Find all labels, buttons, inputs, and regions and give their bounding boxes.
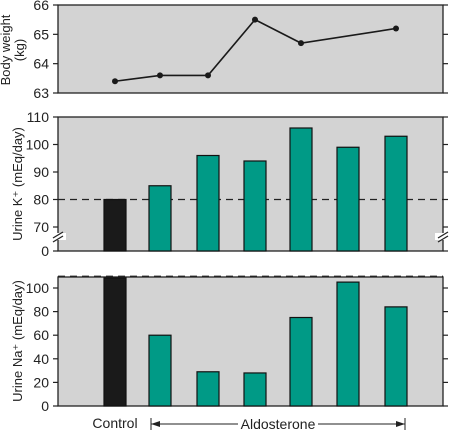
k-tick-label-5: 110	[27, 109, 50, 125]
sodium-ylabel: Urine Na⁺ (mEq/day)	[10, 280, 25, 402]
weight-ylabel: Body weight	[0, 14, 13, 85]
n-tick-label-0: 0	[41, 398, 49, 414]
n-bar-0	[103, 277, 127, 407]
x-axis-labels: Control Aldosterone	[92, 414, 406, 432]
k-axis-break-gap-right	[435, 233, 449, 240]
potassium-ylabel: Urine K⁺ (mEq/day)	[10, 127, 25, 241]
weight-panel: 63 64 65 66 Body weight (kg)	[0, 0, 448, 101]
k-axis-break-gap-left	[50, 233, 66, 240]
weight-point-3	[252, 16, 258, 23]
weight-point-2	[205, 72, 211, 79]
weight-panel-background	[57, 4, 444, 94]
weight-tick-label-2: 65	[33, 26, 49, 42]
n-tick-label-4: 80	[33, 304, 49, 320]
k-axis-break-mark-right-2	[437, 235, 449, 243]
weight-ylabel-unit: (kg)	[12, 39, 27, 61]
weight-point-4	[298, 40, 304, 47]
aldosterone-label-backdrop	[238, 414, 318, 432]
k-axis-break-mark-left-1	[52, 231, 64, 239]
weight-tick-label-3: 66	[33, 0, 49, 13]
weight-point-0	[112, 78, 118, 85]
k-bar-0	[103, 198, 127, 252]
weight-series-line	[114, 18, 397, 83]
aldosterone-label: Aldosterone	[241, 416, 316, 432]
n-bar-3	[243, 372, 267, 407]
n-bar-5	[336, 281, 360, 407]
n-tick-label-1: 20	[33, 374, 49, 390]
weight-tick-label-0: 63	[33, 85, 49, 101]
control-label: Control	[92, 415, 137, 431]
k-bar-1	[148, 185, 172, 252]
n-tick-label-3: 60	[33, 327, 49, 343]
k-bar-4	[289, 127, 313, 252]
n-bar-6	[384, 306, 408, 407]
k-tick-label-2: 80	[33, 192, 49, 208]
k-bar-2	[196, 154, 220, 252]
k-axis-break-mark-right-1	[437, 231, 449, 239]
aldosterone-arrow-left	[151, 421, 160, 427]
k-axis-break-mark-left-2	[52, 235, 64, 243]
n-tick-label-2: 40	[33, 351, 49, 367]
aldosterone-arrow-right	[396, 421, 405, 427]
potassium-panel: 0 70 80 90 100 110 Urine K⁺ (mEq/day)	[10, 109, 449, 259]
n-tick-label-5: 100	[26, 280, 50, 296]
k-tick-label-0: 0	[41, 243, 49, 259]
weight-point-5	[393, 25, 399, 32]
weight-point-1	[157, 72, 163, 79]
n-bar-4	[289, 316, 313, 407]
sodium-panel: 0 20 40 60 80 100 Urine Na⁺ (mEq/day)	[10, 275, 448, 414]
n-bar-1	[148, 334, 172, 407]
k-tick-label-4: 100	[26, 137, 50, 153]
weight-tick-label-1: 64	[33, 56, 49, 72]
k-bar-6	[384, 135, 408, 252]
k-bar-3	[243, 160, 267, 252]
n-bar-2	[196, 371, 220, 407]
k-bar-5	[336, 146, 360, 252]
k-tick-label-1: 70	[33, 219, 49, 235]
k-tick-label-3: 90	[33, 164, 49, 180]
